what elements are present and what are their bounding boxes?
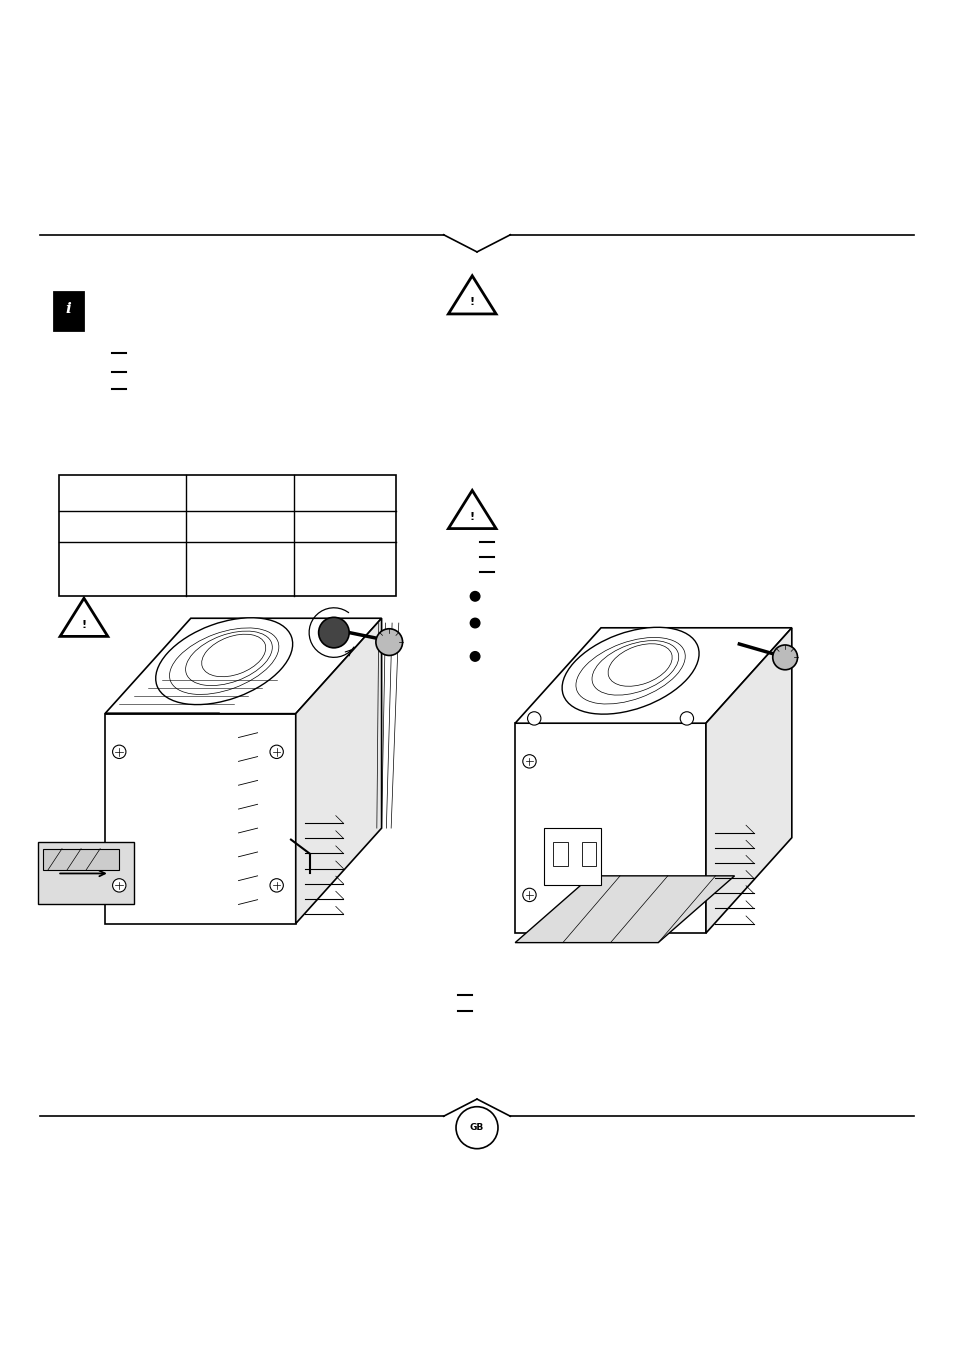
Bar — [543, 828, 600, 885]
Polygon shape — [448, 276, 496, 313]
Polygon shape — [515, 628, 791, 723]
Polygon shape — [515, 875, 734, 943]
Circle shape — [318, 617, 349, 648]
Circle shape — [772, 644, 797, 670]
Polygon shape — [705, 628, 791, 934]
Circle shape — [470, 619, 479, 628]
Text: GB: GB — [470, 1123, 483, 1132]
Circle shape — [375, 628, 402, 655]
Text: i: i — [66, 303, 71, 316]
Bar — [105, 713, 295, 924]
Circle shape — [470, 592, 479, 601]
Bar — [59, 476, 395, 596]
Circle shape — [470, 651, 479, 661]
Bar — [43, 848, 119, 870]
Ellipse shape — [155, 617, 293, 705]
Text: !: ! — [469, 297, 475, 308]
Circle shape — [679, 712, 693, 725]
Bar — [581, 843, 596, 866]
Circle shape — [112, 878, 126, 892]
Circle shape — [270, 746, 283, 758]
Circle shape — [527, 712, 540, 725]
Text: !: ! — [81, 620, 87, 630]
Bar — [54, 292, 83, 330]
Text: !: ! — [469, 512, 475, 521]
Circle shape — [270, 878, 283, 892]
Bar — [553, 843, 567, 866]
Circle shape — [58, 299, 79, 320]
Bar — [515, 723, 705, 934]
Polygon shape — [60, 598, 108, 636]
Polygon shape — [105, 619, 381, 713]
Circle shape — [456, 1106, 497, 1148]
Polygon shape — [448, 490, 496, 528]
Ellipse shape — [561, 627, 699, 715]
Circle shape — [112, 746, 126, 758]
Circle shape — [522, 888, 536, 901]
Bar — [38, 843, 133, 904]
Circle shape — [522, 755, 536, 767]
Polygon shape — [295, 619, 381, 924]
